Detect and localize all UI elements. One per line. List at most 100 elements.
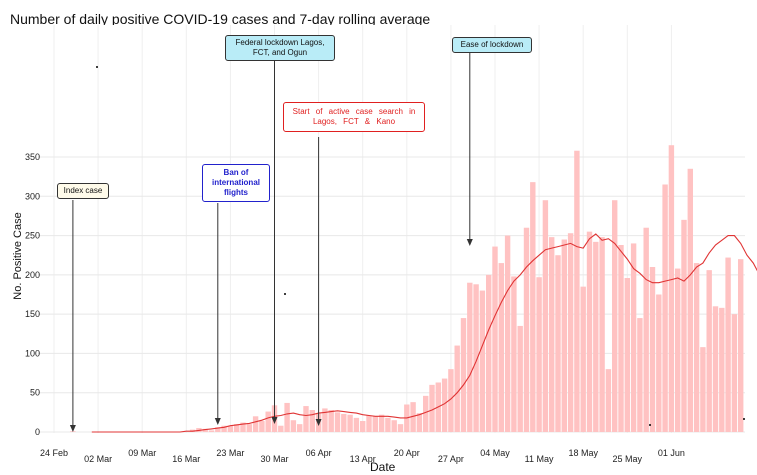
bar <box>668 145 675 433</box>
stray-dot <box>649 424 651 426</box>
annotation-active-case-search: Start of active case search in Lagos, FC… <box>283 102 425 132</box>
chart-title: Number of daily positive COVID-19 cases … <box>10 11 431 27</box>
bar <box>649 267 656 432</box>
bar <box>530 182 536 432</box>
bar <box>643 227 649 432</box>
bar <box>372 416 378 432</box>
bar <box>246 424 252 432</box>
bar <box>567 233 574 432</box>
bar <box>360 421 366 432</box>
y-tick-label: 250 <box>25 231 40 241</box>
bar <box>467 282 473 432</box>
bar <box>353 417 360 432</box>
bar <box>429 384 435 432</box>
annotation-ban-international-flights: Ban of international flights <box>202 164 270 202</box>
bar <box>662 184 668 432</box>
bar <box>265 411 271 432</box>
bar <box>738 259 744 432</box>
bar <box>391 420 397 432</box>
bar <box>700 347 706 432</box>
bar <box>410 402 416 432</box>
x-tick-label: 13 Apr <box>350 454 376 464</box>
bar <box>693 263 700 432</box>
x-axis-label: Date <box>370 460 396 474</box>
bar <box>378 414 385 432</box>
bar <box>328 410 334 432</box>
x-tick-label: 24 Feb <box>40 448 68 458</box>
bar <box>719 307 725 432</box>
x-tick-label: 30 Mar <box>260 454 288 464</box>
annotation-arrowhead <box>214 418 221 425</box>
x-tick-label: 20 Apr <box>394 448 420 458</box>
bar <box>334 412 341 432</box>
annotation-arrowhead <box>271 417 278 424</box>
bar <box>624 278 630 432</box>
bar <box>460 318 467 432</box>
bar <box>706 270 712 432</box>
bar <box>612 200 618 432</box>
bar <box>259 421 265 432</box>
bar <box>341 413 347 432</box>
bar <box>309 410 315 432</box>
y-tick-label: 100 <box>25 348 40 358</box>
bar <box>240 422 246 432</box>
bar <box>656 294 662 432</box>
bar <box>675 268 681 432</box>
bar <box>278 425 284 432</box>
bar <box>523 227 530 432</box>
x-tick-label: 09 Mar <box>128 448 156 458</box>
bar <box>423 395 429 432</box>
bar <box>498 263 504 432</box>
bar <box>731 314 738 432</box>
bar <box>599 237 605 432</box>
bar <box>454 345 460 432</box>
x-tick-label: 23 Mar <box>216 448 244 458</box>
stray-dot <box>743 418 745 420</box>
bar <box>486 274 492 432</box>
bar <box>555 255 561 432</box>
x-tick-label: 18 May <box>568 448 598 458</box>
y-tick-label: 200 <box>25 270 40 280</box>
bar <box>479 290 486 432</box>
bar <box>511 276 517 432</box>
y-tick-label: 50 <box>30 388 40 398</box>
bar <box>221 425 227 432</box>
x-tick-label: 02 Mar <box>84 454 112 464</box>
bar <box>593 241 599 432</box>
annotation-arrowhead <box>315 419 322 426</box>
bar <box>561 239 567 432</box>
x-tick-label: 27 Apr <box>438 454 464 464</box>
bar <box>618 245 624 432</box>
bar <box>725 257 731 432</box>
bar <box>492 246 498 432</box>
stray-dot <box>284 293 286 295</box>
bar <box>202 428 208 432</box>
x-tick-label: 01 Jun <box>658 448 685 458</box>
bar <box>549 237 555 432</box>
x-tick-label: 06 Apr <box>306 448 332 458</box>
bar <box>504 235 511 432</box>
bar <box>517 325 523 432</box>
bar <box>397 424 404 432</box>
y-tick-label: 300 <box>25 191 40 201</box>
bar <box>574 150 580 432</box>
bar <box>215 427 221 432</box>
bar <box>366 415 372 432</box>
bar <box>347 414 353 432</box>
annotation-federal-lockdown: Federal lockdown Lagos, FCT, and Ogun <box>225 35 335 61</box>
stray-dot <box>96 66 98 68</box>
annotation-ease-of-lockdown: Ease of lockdown <box>452 37 532 53</box>
bar <box>681 219 687 432</box>
bar <box>290 420 297 432</box>
annotation-index-case: Index case <box>57 183 109 199</box>
bar <box>385 417 391 432</box>
bar <box>441 378 448 432</box>
y-axis-label: No. Positive Case <box>12 212 24 300</box>
y-tick-label: 150 <box>25 309 40 319</box>
bar <box>322 408 328 432</box>
y-tick-label: 0 <box>35 427 40 437</box>
x-tick-label: 04 May <box>480 448 510 458</box>
bar <box>605 369 612 432</box>
bar <box>536 277 542 432</box>
